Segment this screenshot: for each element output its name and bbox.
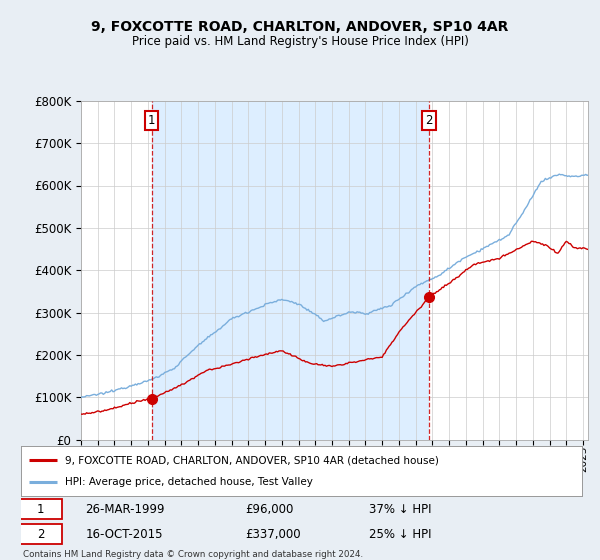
Bar — [152, 101, 429, 440]
Text: 37% ↓ HPI: 37% ↓ HPI — [369, 503, 431, 516]
Text: £337,000: £337,000 — [245, 528, 301, 541]
Text: 1: 1 — [148, 114, 155, 127]
Text: Contains HM Land Registry data © Crown copyright and database right 2024.
This d: Contains HM Land Registry data © Crown c… — [23, 550, 363, 560]
Text: 26-MAR-1999: 26-MAR-1999 — [86, 503, 165, 516]
Text: 25% ↓ HPI: 25% ↓ HPI — [369, 528, 431, 541]
Text: 16-OCT-2015: 16-OCT-2015 — [86, 528, 163, 541]
Text: 1: 1 — [37, 503, 44, 516]
Text: HPI: Average price, detached house, Test Valley: HPI: Average price, detached house, Test… — [65, 477, 313, 487]
FancyBboxPatch shape — [20, 500, 62, 519]
Text: Price paid vs. HM Land Registry's House Price Index (HPI): Price paid vs. HM Land Registry's House … — [131, 35, 469, 48]
Text: 2: 2 — [425, 114, 433, 127]
Text: 9, FOXCOTTE ROAD, CHARLTON, ANDOVER, SP10 4AR (detached house): 9, FOXCOTTE ROAD, CHARLTON, ANDOVER, SP1… — [65, 455, 439, 465]
Text: £96,000: £96,000 — [245, 503, 294, 516]
Text: 2: 2 — [37, 528, 44, 541]
Text: 9, FOXCOTTE ROAD, CHARLTON, ANDOVER, SP10 4AR: 9, FOXCOTTE ROAD, CHARLTON, ANDOVER, SP1… — [91, 20, 509, 34]
FancyBboxPatch shape — [20, 525, 62, 544]
